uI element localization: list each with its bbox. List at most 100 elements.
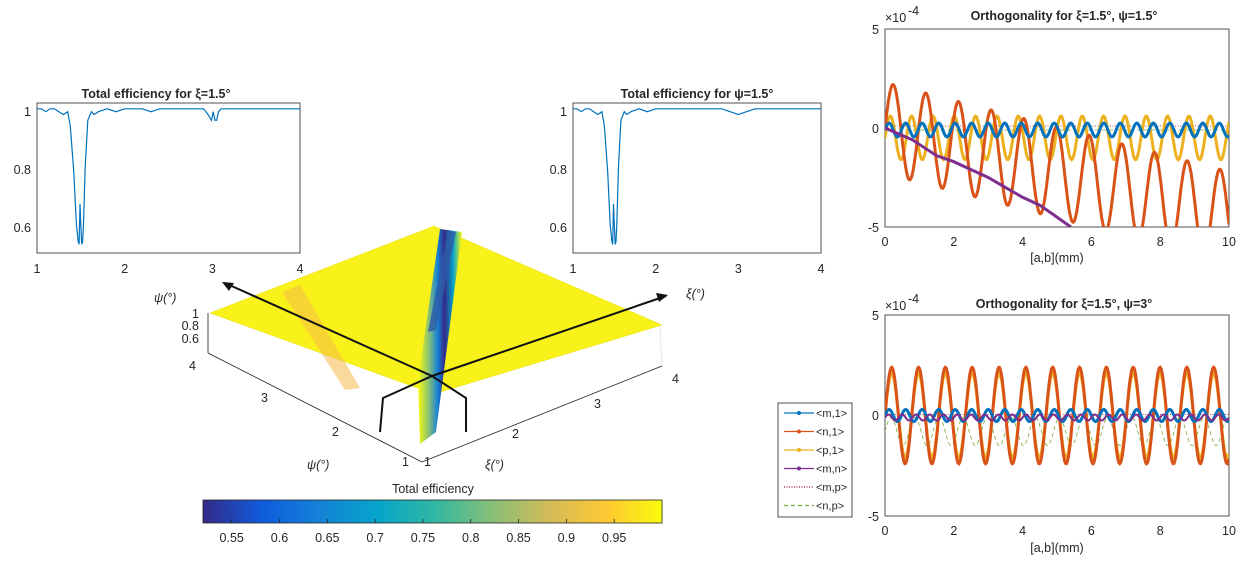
orthogonality-1-ytick: -5 — [868, 221, 879, 235]
surface-xi-tick: 1 — [424, 455, 431, 469]
colorbar-tick-label: 0.55 — [220, 531, 244, 545]
orthogonality-2-exponent-base: ×10 — [885, 299, 906, 313]
orthogonality-series-group — [885, 365, 1229, 466]
colorbar-tick-label: 0.65 — [315, 531, 339, 545]
orthogonality-2-xtick: 8 — [1157, 524, 1164, 538]
orthogonality-2-ytick: 0 — [872, 409, 879, 423]
efficiency-psi-axes-box — [572, 102, 822, 254]
orthogonality-2-xtick: 0 — [882, 524, 889, 538]
legend-marker — [797, 466, 801, 471]
xi-cut-arrow — [431, 295, 667, 377]
surface-psi-label: ψ(°) — [307, 458, 329, 472]
orthogonality-1-xtick: 4 — [1019, 235, 1026, 249]
efficiency-psi-ytick: 0.6 — [550, 221, 567, 235]
orthogonality-1-title: Orthogonality for ξ=1.5°, ψ=1.5° — [971, 9, 1158, 23]
orthogonality-2-xtick: 4 — [1019, 524, 1026, 538]
legend-marker — [797, 411, 801, 415]
series-m-n-line — [885, 413, 1229, 422]
legend-label: <n,p> — [816, 501, 844, 513]
legend-label: <n,1> — [816, 427, 844, 439]
legend-label: <m,1> — [816, 408, 847, 420]
orthogonality-1-xlabel: [a,b](mm) — [1030, 251, 1083, 265]
efficiency-line — [37, 108, 300, 245]
surface-xi-tick: 3 — [594, 397, 601, 411]
orthogonality-2-ytick: 5 — [872, 309, 879, 323]
orthogonality-2-xtick: 2 — [950, 524, 957, 538]
surface-xi-label: ξ(°) — [485, 458, 504, 472]
surface-xi-tick: 2 — [512, 427, 519, 441]
orthogonality-1-exponent: -4 — [908, 4, 919, 18]
colorbar-tick-label: 0.8 — [462, 531, 479, 545]
orthogonality-2-xtick: 6 — [1088, 524, 1095, 538]
colorbar-tick-label: 0.6 — [271, 531, 288, 545]
efficiency-xi-xtick: 1 — [34, 262, 41, 276]
series-n-p-line — [885, 417, 1229, 447]
surface-psi-axis — [207, 352, 423, 463]
legend-box — [777, 402, 853, 518]
orthogonality-1-xtick: 0 — [882, 235, 889, 249]
efficiency-psi-panel: Total efficiency for ψ=1.5° 1 2 3 4 0.6 … — [550, 87, 825, 276]
orthogonality-1-panel: Orthogonality for ξ=1.5°, ψ=1.5° ×10 -4 … — [868, 4, 1236, 265]
orthogonality-1-ticks: 0 2 4 6 8 10 -5 0 5 — [868, 23, 1236, 249]
efficiency-psi-title: Total efficiency for ψ=1.5° — [621, 87, 774, 101]
legend-label: <m,n> — [816, 464, 847, 476]
efficiency-xi-ytick: 0.6 — [14, 221, 31, 235]
legend-label: <m,p> — [816, 482, 847, 494]
surface-z-tick: 1 — [192, 307, 199, 321]
series-m-1-line — [885, 121, 1229, 139]
orthogonality-1-ytick: 5 — [872, 23, 879, 37]
surface-psi-tick: 2 — [332, 425, 339, 439]
orthogonality-1-exponent-base: ×10 — [885, 11, 906, 25]
surface-xi-axis — [421, 365, 663, 463]
colorbar-tick-label: 0.95 — [602, 531, 626, 545]
efficiency-xi-xtick: 3 — [209, 262, 216, 276]
efficiency-line — [573, 108, 821, 245]
efficiency-xi-xtick: 2 — [121, 262, 128, 276]
orthogonality-2-xtick: 10 — [1222, 524, 1236, 538]
orthogonality-1-xtick: 10 — [1222, 235, 1236, 249]
efficiency-psi-ticks: 1 2 3 4 0.6 0.8 1 — [550, 105, 825, 276]
efficiency-surface-panel: 1 0.8 0.6 4 3 2 1 1 2 3 4 ψ(°) ξ(°) ψ(°)… — [154, 225, 705, 472]
efficiency-psi-ytick: 1 — [560, 105, 567, 119]
efficiency-xi-ticks: 1 2 3 4 0.6 0.8 1 — [14, 105, 304, 276]
orthogonality-2-panel: Orthogonality for ξ=1.5°, ψ=3° ×10 -4 0 … — [868, 292, 1236, 555]
colorbar-tick-label: 0.9 — [558, 531, 575, 545]
efficiency-psi-xtick: 4 — [818, 262, 825, 276]
surface-psi-tick: 1 — [402, 455, 409, 469]
orthogonality-2-exponent: -4 — [908, 292, 919, 306]
colorbar-title: Total efficiency — [392, 482, 475, 496]
psi-cut-arrowhead — [222, 282, 234, 291]
xi-cut-arrowhead — [656, 293, 668, 302]
efficiency-xi-title: Total efficiency for ξ=1.5° — [82, 87, 231, 101]
legend-marker — [797, 429, 801, 434]
surface-xi-tick: 4 — [672, 372, 679, 386]
orthogonality-1-xtick: 8 — [1157, 235, 1164, 249]
efficiency-psi-xtick: 2 — [652, 262, 659, 276]
colorbar-tick-label: 0.85 — [506, 531, 530, 545]
efficiency-xi-panel: Total efficiency for ξ=1.5° 1 2 3 4 0.6 … — [14, 87, 304, 276]
colorbar-panel: Total efficiency 0.55 0.6 0.65 0.7 0.75 0.8 0.… — [202, 482, 663, 545]
surface-z-tick: 0.8 — [182, 319, 199, 333]
surface-xi-label-top: ξ(°) — [686, 287, 705, 301]
psi-cut-arrow — [224, 282, 433, 377]
legend-label: <p,1> — [816, 445, 844, 457]
efficiency-xi-ytick: 0.8 — [14, 163, 31, 177]
surface-psi-tick: 3 — [261, 391, 268, 405]
colorbar-tick-label: 0.7 — [366, 531, 383, 545]
orthogonality-2-title: Orthogonality for ξ=1.5°, ψ=3° — [976, 297, 1152, 311]
efficiency-xi-ytick: 1 — [24, 105, 31, 119]
colorbar-gradient — [202, 499, 663, 524]
colorbar-tick-label: 0.75 — [411, 531, 435, 545]
surface-dip-core — [428, 230, 456, 332]
orthogonality-2-ytick: -5 — [868, 510, 879, 524]
colorbar-ticks: 0.55 0.6 0.65 0.7 0.75 0.8 0.85 0.9 0.95 — [220, 519, 626, 545]
orthogonality-legend: <m,1> <n,1> <p,1> <m,n> <m,p> <n,p> — [777, 402, 853, 518]
surface-efficiency-dip — [418, 229, 462, 444]
surface-secondary-dip — [282, 285, 360, 390]
efficiency-psi-ytick: 0.8 — [550, 163, 567, 177]
orthogonality-1-ytick: 0 — [872, 122, 879, 136]
surface-psi-label-top: ψ(°) — [154, 291, 176, 305]
efficiency-xi-axes-box — [36, 102, 301, 254]
efficiency-psi-xtick: 1 — [570, 262, 577, 276]
